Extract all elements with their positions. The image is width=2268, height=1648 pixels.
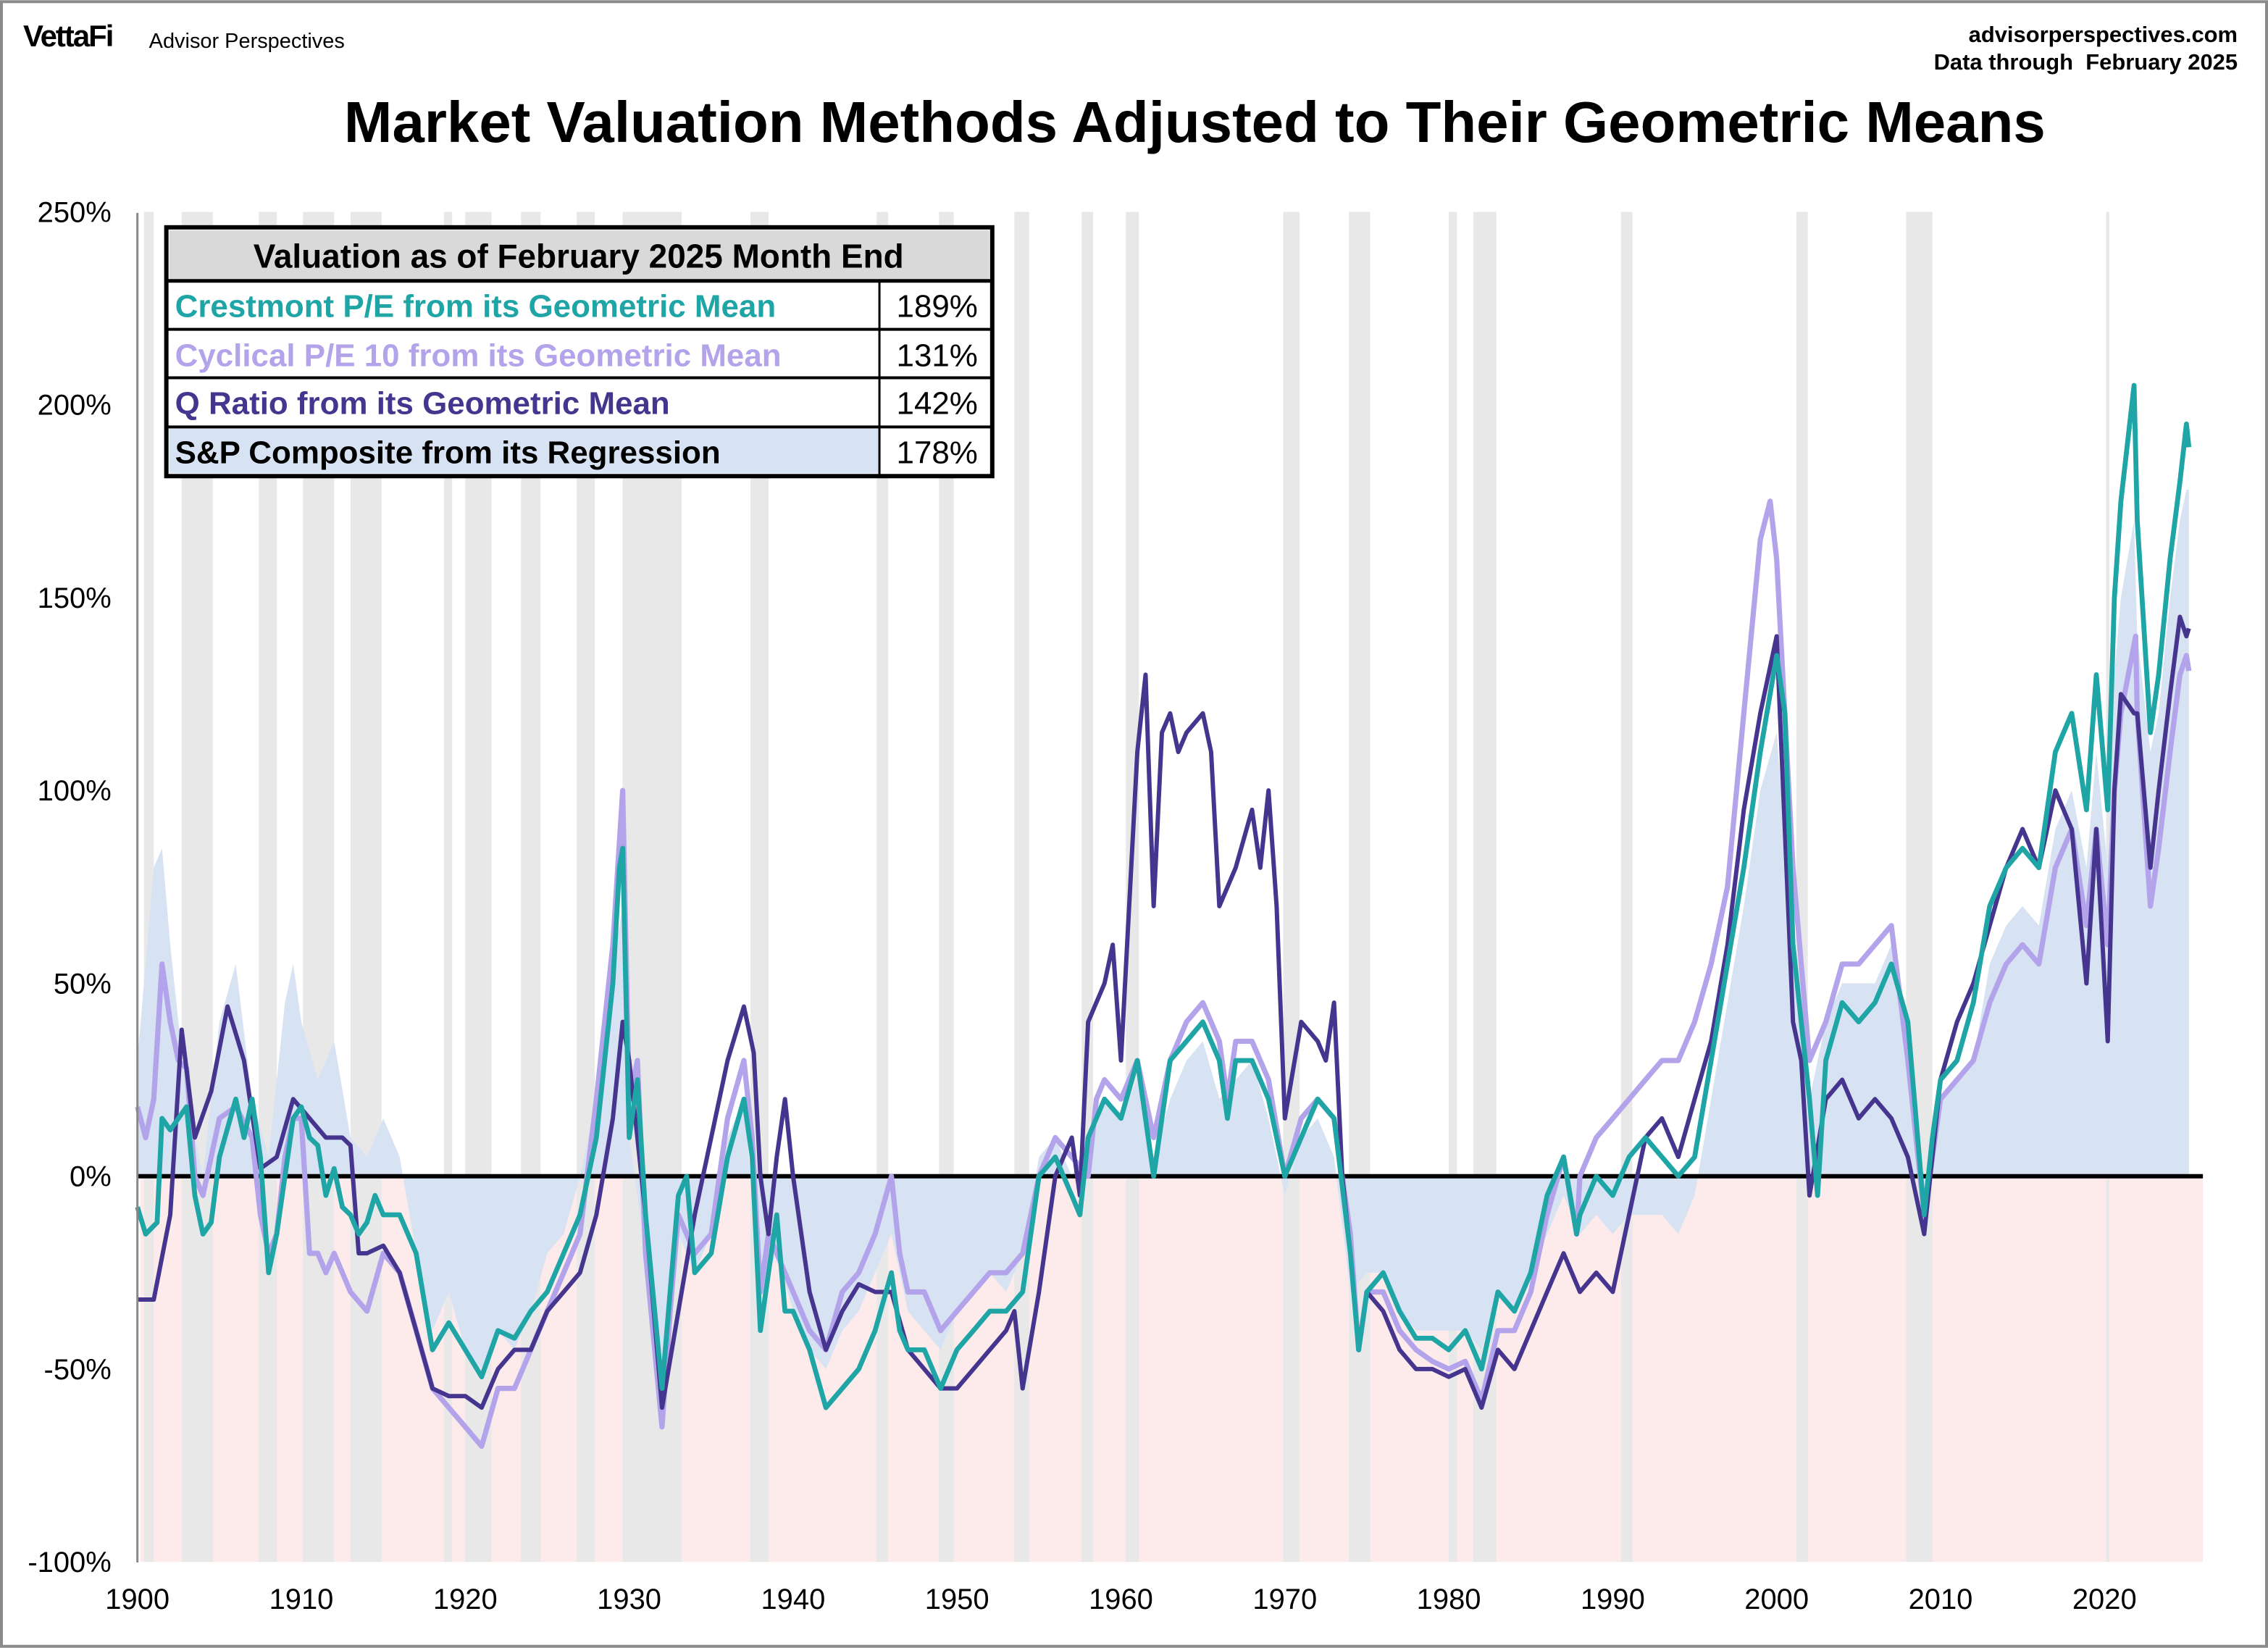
x-tick-label: 2000: [1744, 1584, 1809, 1615]
y-tick-labels: 250% 200% 150% 100% 50% 0% -50% -100%: [28, 196, 111, 1578]
brand-logo: VettaFi Advisor Perspectives: [23, 19, 345, 53]
x-tick-label: 1990: [1581, 1584, 1645, 1615]
series-cyclical-pe10-line: [135, 498, 2192, 1450]
row-value-cyclical: 131%: [897, 338, 978, 374]
composite-area-layer: [137, 489, 2189, 1389]
x-tick-label: 2020: [2072, 1584, 2137, 1615]
valuation-table: Valuation as of February 2025 Month End …: [164, 225, 995, 479]
x-tick-labels: 1900 1910 1920 1930 1940 1950 1960 1970 1980 1990…: [105, 1584, 2136, 1615]
x-tick-label: 2010: [1909, 1584, 1973, 1615]
row-value-crestmont: 189%: [897, 289, 978, 325]
table-title: Valuation as of February 2025 Month End: [254, 238, 904, 275]
y-tick-label: 200%: [38, 390, 112, 422]
plot-area: 250%200%150%100%50%0%-50%-100% 1900 1910 1…: [28, 196, 2204, 1615]
recession-bar: [1796, 212, 1808, 1563]
series-crestmont-pe-line: [135, 382, 2192, 1410]
x-tick-label: 1930: [597, 1584, 661, 1615]
x-tick-label: 1940: [761, 1584, 825, 1615]
x-tick-label: 1920: [433, 1584, 498, 1615]
recession-bar: [1620, 212, 1633, 1563]
chart-title: Market Valuation Methods Adjusted to The…: [344, 90, 2046, 154]
site-url: advisorperspectives.com: [1969, 22, 2238, 47]
recession-bar: [1126, 212, 1139, 1563]
row-value-q-ratio: 142%: [897, 385, 978, 421]
series-composite-area: [137, 489, 2189, 1389]
recession-bar: [1283, 212, 1300, 1563]
series-lines: [135, 382, 2192, 1450]
recession-bar: [443, 212, 453, 1563]
row-label-cyclical: Cyclical P/E 10 from its Geometric Mean: [175, 338, 782, 374]
recession-bar: [1081, 212, 1094, 1563]
row-value-composite: 178%: [897, 435, 978, 470]
table-row-4-bg: [169, 427, 880, 474]
y-tick-label: 150%: [38, 582, 112, 614]
table-header-bg: [169, 230, 989, 281]
series-q-ratio-line: [137, 614, 2191, 1410]
brand-subtitle: Advisor Perspectives: [149, 30, 345, 53]
row-label-crestmont: Crestmont P/E from its Geometric Mean: [175, 289, 777, 325]
row-label-composite: S&P Composite from its Regression: [175, 435, 721, 470]
recession-bar: [1906, 212, 1933, 1563]
y-tick-label: 250%: [38, 196, 112, 228]
recession-bar: [1349, 212, 1371, 1563]
y-tick-label: -50%: [44, 1354, 112, 1386]
x-tick-label: 1960: [1089, 1584, 1153, 1615]
data-through: Data through February 2025: [1934, 49, 2238, 75]
x-tick-label: 1980: [1417, 1584, 1481, 1615]
recession-bar: [143, 212, 154, 1563]
x-tick-label: 1950: [925, 1584, 989, 1615]
x-tick-label: 1900: [105, 1584, 170, 1615]
y-tick-label: -100%: [28, 1547, 111, 1578]
recession-bar: [1449, 212, 1457, 1563]
y-tick-label: 0%: [70, 1161, 112, 1193]
x-tick-label: 1970: [1252, 1584, 1317, 1615]
brand-logo-text: VettaFi: [23, 19, 112, 53]
row-label-q-ratio: Q Ratio from its Geometric Mean: [175, 385, 670, 421]
y-tick-label: 100%: [38, 775, 112, 807]
y-tick-label: 50%: [54, 968, 112, 1000]
x-tick-label: 1910: [269, 1584, 334, 1615]
